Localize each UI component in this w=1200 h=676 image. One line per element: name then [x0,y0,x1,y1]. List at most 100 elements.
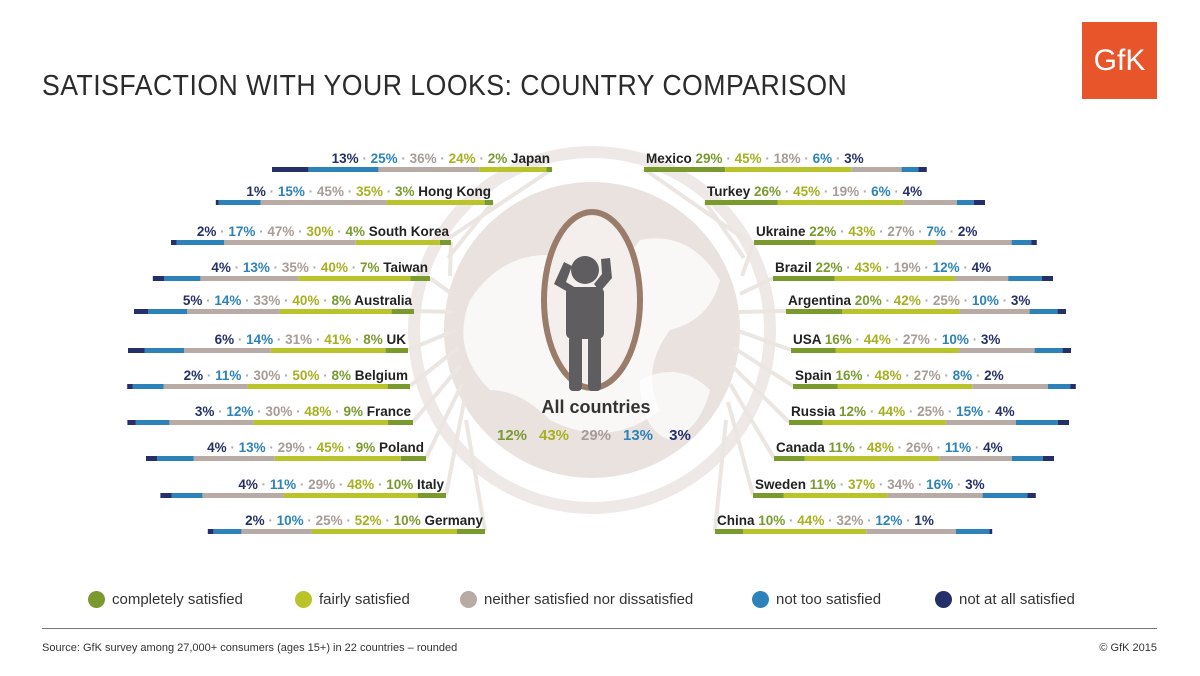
value-label: 48% [347,477,374,492]
bar-segment [128,348,145,353]
separator: · [941,368,953,383]
value-label: 35% [356,184,383,199]
value-label: 2% [245,513,265,528]
separator: · [280,293,292,308]
value-label: 27% [903,332,930,347]
separator: · [216,224,228,239]
bar-segment [903,200,957,205]
value-label: 43% [848,224,875,239]
country-name: Argentina [788,293,855,308]
bar-segment [546,167,552,172]
separator: · [972,368,984,383]
all-countries-value: 3% [669,427,691,444]
value-label: 10% [758,513,785,528]
source-note: Source: GfK survey among 27,000+ consume… [42,642,458,654]
value-label: 44% [864,332,891,347]
separator: · [914,224,926,239]
separator: · [266,184,278,199]
bar-segment [887,493,983,498]
country-row-label: 2% · 11% · 30% · 50% · 8% Belgium [184,368,408,383]
bar-segment [1042,456,1054,461]
connector-line [726,401,755,496]
separator: · [946,224,958,239]
value-label: 19% [832,184,859,199]
bar-segment [171,493,203,498]
separator: · [971,440,983,455]
value-label: 36% [410,151,437,166]
value-label: 42% [894,293,921,308]
country-name: Japan [511,151,550,166]
bar-segment [387,420,413,425]
bar-segment [200,276,299,281]
separator: · [348,260,360,275]
value-label: 10% [942,332,969,347]
value-label: 2% [984,368,1004,383]
value-label: 6% [871,184,891,199]
value-label: 10% [394,513,421,528]
page-title: SATISFACTION WITH YOUR LOOKS: COUNTRY CO… [42,70,848,102]
value-label: 10% [277,513,304,528]
value-label: 30% [265,404,292,419]
bar-segment [955,529,990,534]
bar-segment [743,529,867,534]
legend-item: neither satisfied nor dissatisfied [460,591,693,608]
bar-segment [725,167,852,172]
country-name: UK [387,332,407,347]
connector-lines [407,167,795,532]
bar-segment [274,456,401,461]
separator: · [312,332,324,347]
connector-line [444,167,554,242]
value-label: 6% [813,151,833,166]
bar-segment [705,200,778,205]
value-label: 4% [983,440,1003,455]
bar-segment [822,420,946,425]
value-label: 48% [304,404,331,419]
connector-line [444,401,466,496]
country-row-label: Sweden 11% · 37% · 34% · 16% · 3% [755,477,985,492]
connector-line [464,419,487,532]
value-label: 15% [956,404,983,419]
value-label: 27% [887,224,914,239]
copyright: © GfK 2015 [1099,642,1157,654]
separator: · [832,151,844,166]
legend-label: not too satisfied [776,591,882,608]
value-label: 3% [395,184,415,199]
bar-segment [247,384,388,389]
separator: · [359,151,371,166]
bar-segment [786,309,842,314]
value-label: 34% [887,477,914,492]
bar-segment [972,384,1048,389]
bar-segment [169,420,254,425]
bar-segment [901,167,919,172]
separator: · [241,368,253,383]
value-label: 25% [371,151,398,166]
value-label: 18% [774,151,801,166]
bar-segment [418,493,446,498]
bar-segment [457,529,485,534]
value-label: 27% [914,368,941,383]
value-label: 11% [270,477,296,492]
legend-swatch [460,591,477,608]
separator: · [855,440,867,455]
mirror-globe-illustration [408,146,776,514]
legend-item: fairly satisfied [295,591,410,608]
legend-swatch [752,591,769,608]
separator: · [836,224,848,239]
bar-segment [152,276,164,281]
all-countries-label: All countries [541,397,650,417]
separator: · [843,260,855,275]
value-label: 4% [211,260,231,275]
separator: · [305,440,317,455]
bar-segment [378,167,480,172]
legend-item: not at all satisfied [935,591,1075,608]
value-label: 10% [386,477,413,492]
bar-segment [260,200,387,205]
separator: · [852,332,864,347]
separator: · [781,184,793,199]
country-name: Australia [354,293,412,308]
separator: · [999,293,1011,308]
country-row-label: 4% · 13% · 29% · 45% · 9% Poland [207,440,424,455]
bar-segment [957,200,974,205]
country-name: Russia [791,404,839,419]
bar-segment [842,309,960,314]
